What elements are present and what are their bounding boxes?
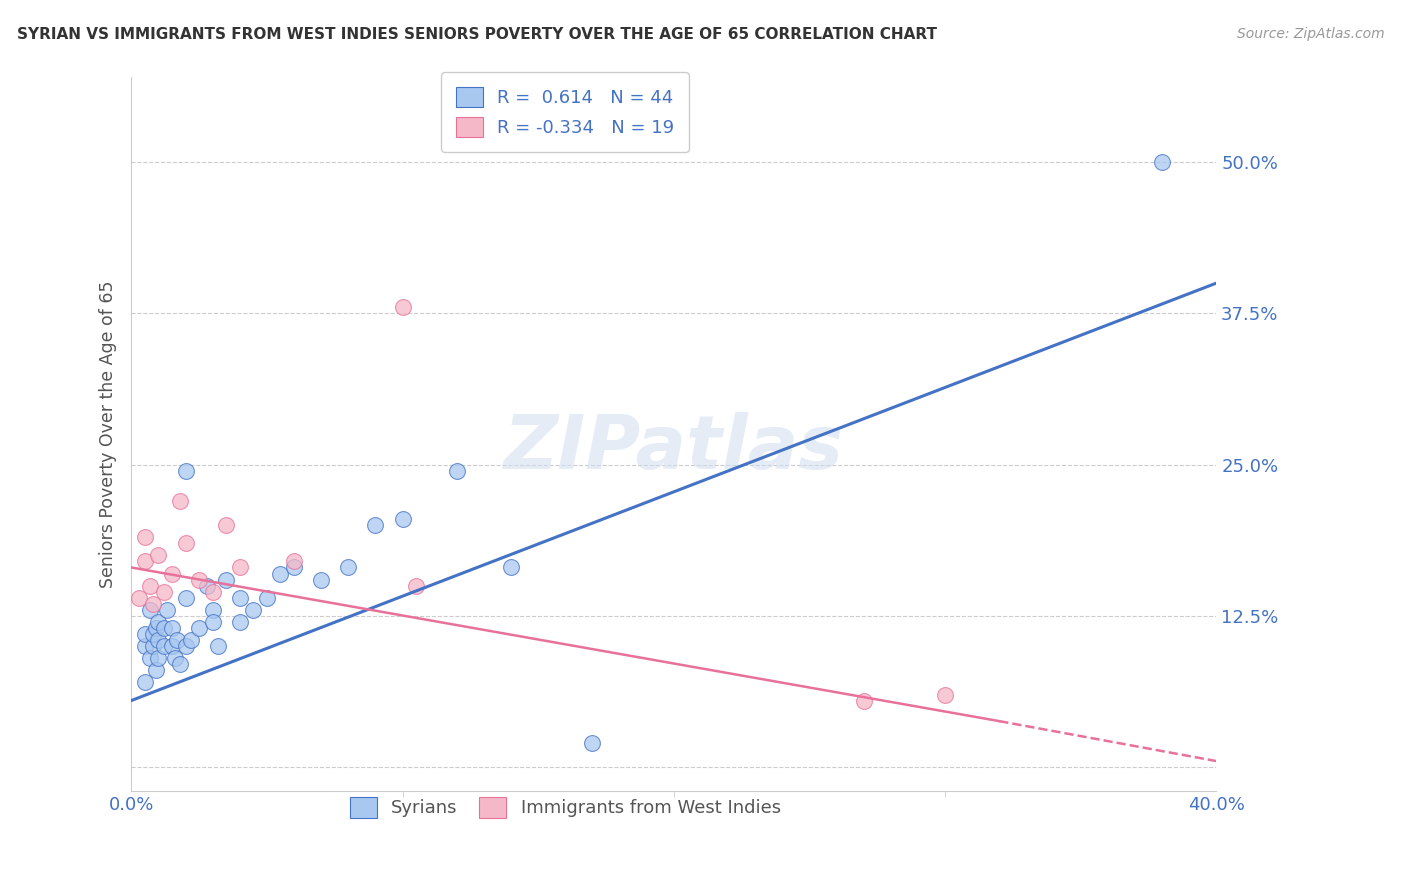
Point [139, 603, 162, 617]
Point [207, 639, 229, 653]
Point [229, 591, 252, 605]
Point [128, 591, 150, 605]
Point [134, 530, 156, 544]
Text: ZIPatlas: ZIPatlas [503, 412, 844, 485]
Point [309, 573, 332, 587]
Text: Source: ZipAtlas.com: Source: ZipAtlas.com [1237, 27, 1385, 41]
Point [153, 621, 176, 635]
Point [201, 584, 224, 599]
Point [134, 675, 156, 690]
Point [142, 627, 165, 641]
Point [134, 554, 156, 568]
Point [148, 549, 170, 563]
Point [283, 560, 305, 574]
Point [166, 633, 188, 648]
Point [405, 579, 427, 593]
Point [139, 651, 162, 665]
Point [364, 518, 387, 533]
Point [188, 573, 211, 587]
Point [256, 591, 278, 605]
Point [852, 693, 875, 707]
Point [139, 579, 162, 593]
Point [163, 651, 186, 665]
Point [337, 560, 360, 574]
Point [201, 615, 224, 629]
Y-axis label: Seniors Poverty Over the Age of 65: Seniors Poverty Over the Age of 65 [100, 281, 117, 588]
Point [581, 736, 603, 750]
Point [229, 560, 252, 574]
Point [148, 633, 170, 648]
Point [142, 639, 165, 653]
Point [195, 579, 218, 593]
Point [174, 591, 197, 605]
Point [160, 639, 183, 653]
Point [160, 621, 183, 635]
Point [134, 639, 156, 653]
Point [229, 615, 252, 629]
Point [499, 560, 522, 574]
Point [174, 464, 197, 478]
Point [283, 554, 305, 568]
Point [201, 603, 224, 617]
Point [153, 584, 176, 599]
Point [1150, 155, 1173, 169]
Point [391, 301, 413, 315]
Point [145, 663, 167, 677]
Point [269, 566, 291, 581]
Point [155, 603, 177, 617]
Point [242, 603, 264, 617]
Point [134, 627, 156, 641]
Point [148, 615, 170, 629]
Text: SYRIAN VS IMMIGRANTS FROM WEST INDIES SENIORS POVERTY OVER THE AGE OF 65 CORRELA: SYRIAN VS IMMIGRANTS FROM WEST INDIES SE… [17, 27, 936, 42]
Point [215, 573, 238, 587]
Point [446, 464, 468, 478]
Point [169, 494, 191, 508]
Point [153, 639, 176, 653]
Point [180, 633, 202, 648]
Point [188, 621, 211, 635]
Point [174, 639, 197, 653]
Point [215, 518, 238, 533]
Point [934, 688, 956, 702]
Point [169, 657, 191, 672]
Legend: Syrians, Immigrants from West Indies: Syrians, Immigrants from West Indies [343, 789, 789, 825]
Point [160, 566, 183, 581]
Point [142, 597, 165, 611]
Point [145, 621, 167, 635]
Point [391, 512, 413, 526]
Point [174, 536, 197, 550]
Point [148, 651, 170, 665]
